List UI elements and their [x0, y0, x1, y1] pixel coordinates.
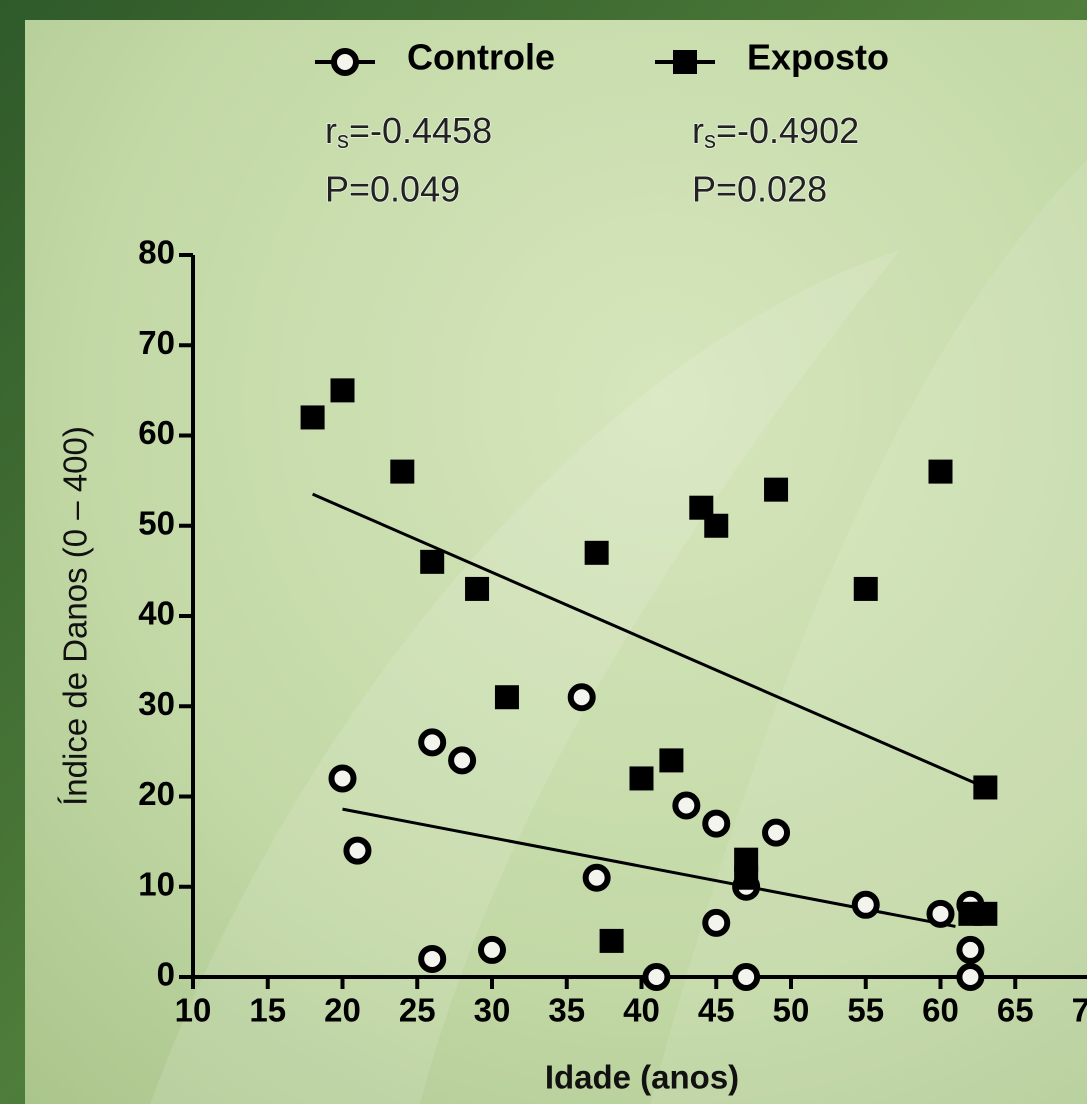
point [764, 478, 788, 502]
stat-symbol: r [692, 110, 704, 151]
y-tick-label: 40 [138, 595, 175, 632]
point [854, 577, 878, 601]
point [346, 840, 368, 862]
point [600, 929, 624, 953]
x-tick-label: 35 [548, 992, 585, 1029]
annotation-p: P=0.049 [325, 169, 460, 210]
chart: Idade (anos) Índice de Danos (0 – 400) 0… [0, 0, 1087, 1104]
point [929, 460, 953, 484]
point [675, 795, 697, 817]
y-tick-label: 0 [157, 956, 175, 993]
legend-label: Exposto [747, 37, 889, 78]
point [421, 948, 443, 970]
legend-label: Controle [407, 37, 555, 78]
stat-symbol: r [325, 110, 337, 151]
x-tick-label: 20 [324, 992, 361, 1029]
point [659, 748, 683, 772]
point [855, 894, 877, 916]
point [332, 767, 354, 789]
stat-subscript: s [337, 127, 349, 154]
point [495, 685, 519, 709]
x-tick-label: 25 [399, 992, 436, 1029]
legend-marker [673, 50, 697, 74]
x-tick-label: 65 [997, 992, 1034, 1029]
x-tick-label: 50 [773, 992, 810, 1029]
point [705, 912, 727, 934]
point [390, 460, 414, 484]
x-tick-label: 30 [474, 992, 511, 1029]
x-tick-label: 10 [175, 992, 212, 1029]
y-tick-label: 70 [138, 324, 175, 361]
point [645, 966, 667, 988]
point [959, 939, 981, 961]
legend-marker [334, 51, 356, 73]
point [735, 966, 757, 988]
y-tick-label: 10 [138, 865, 175, 902]
point [465, 577, 489, 601]
x-tick-label: 40 [623, 992, 660, 1029]
x-axis-label: Idade (anos) [545, 1059, 739, 1096]
point [704, 514, 728, 538]
point [585, 541, 609, 565]
y-tick-label: 50 [138, 504, 175, 541]
x-tick-label: 45 [698, 992, 735, 1029]
point [973, 902, 997, 926]
point [451, 749, 473, 771]
annotation-stat: rs=-0.4902 [692, 110, 859, 155]
y-axis-label: Índice de Danos (0 – 400) [57, 426, 94, 806]
point [421, 731, 443, 753]
y-tick-label: 30 [138, 685, 175, 722]
x-tick-label: 70 [1072, 992, 1087, 1029]
x-tick-label: 55 [847, 992, 884, 1029]
point [630, 766, 654, 790]
point [420, 550, 444, 574]
stat-subscript: s [704, 127, 716, 154]
point [765, 822, 787, 844]
y-tick-label: 20 [138, 775, 175, 812]
point [481, 939, 503, 961]
x-tick-label: 60 [922, 992, 959, 1029]
point [586, 867, 608, 889]
x-tick-label: 15 [249, 992, 286, 1029]
point [973, 775, 997, 799]
stat-value: =-0.4458 [349, 110, 492, 151]
annotation-stat: rs=-0.4458 [325, 110, 492, 155]
point [734, 866, 758, 890]
point [705, 813, 727, 835]
annotation-p: P=0.028 [692, 169, 827, 210]
point [571, 686, 593, 708]
point [331, 378, 355, 402]
point [930, 903, 952, 925]
y-tick-label: 80 [138, 234, 175, 271]
stat-value: =-0.4902 [716, 110, 859, 151]
point [301, 405, 325, 429]
y-tick-label: 60 [138, 414, 175, 451]
point [959, 966, 981, 988]
